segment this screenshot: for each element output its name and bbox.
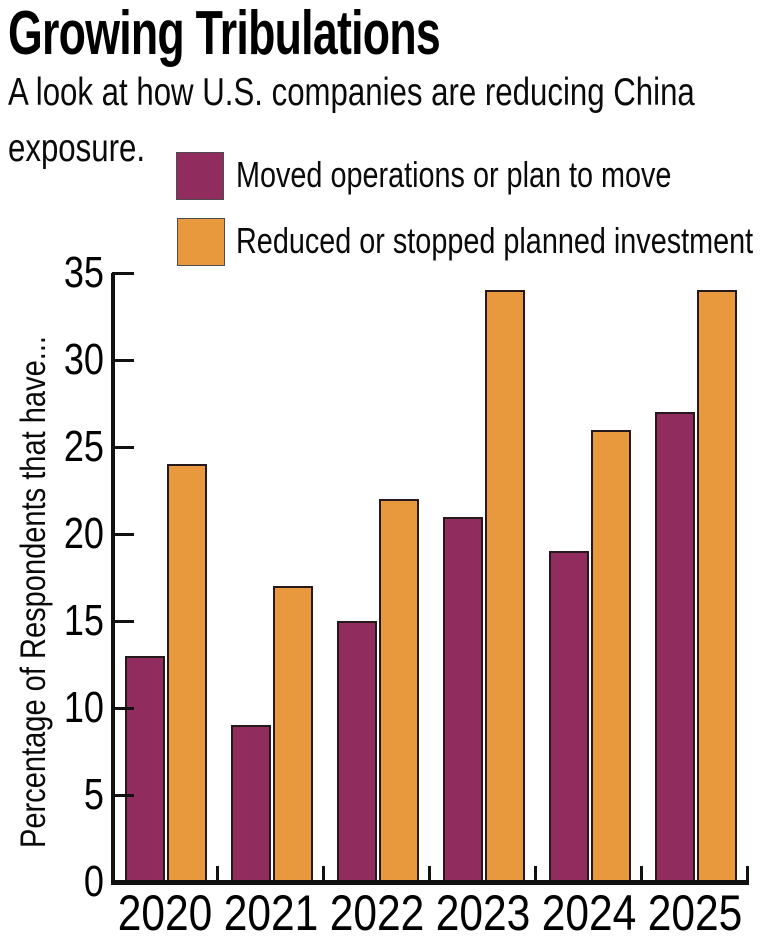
y-tick-30 [112,359,134,362]
y-tick-label-15: 15 [63,596,104,645]
x-tick-2 [322,866,325,882]
y-tick-label-30: 30 [63,335,104,384]
legend-swatch-reduced-investment [177,218,225,266]
y-tick-label-0: 0 [83,857,104,906]
y-tick-5 [112,794,134,797]
bar-2022-moved [337,621,377,882]
x-tick-label-2023: 2023 [435,885,531,941]
y-tick-15 [112,620,134,623]
bar-2025-reduced [697,290,737,882]
y-axis-line [111,273,115,885]
x-tick-label-2020: 2020 [117,885,213,941]
chart-title: Growing Tribulations [8,0,441,68]
bar-2022-reduced [379,499,419,882]
bar-2024-moved [549,551,589,882]
bar-2021-moved [231,725,271,882]
x-tick-label-2025: 2025 [647,885,743,941]
chart-subtitle-line-2: exposure. [8,127,146,170]
bar-2024-reduced [591,430,631,882]
y-tick-35 [112,272,134,275]
x-tick-6 [746,866,749,882]
x-tick-3 [428,866,431,882]
y-tick-label-10: 10 [63,683,104,732]
bar-2020-reduced [167,464,207,882]
bar-2020-moved [125,656,165,882]
x-tick-label-2021: 2021 [223,885,319,941]
y-tick-label-25: 25 [63,422,104,471]
y-tick-25 [112,446,134,449]
legend-label-moved-operations: Moved operations or plan to move [236,154,672,195]
x-tick-4 [534,866,537,882]
y-tick-label-35: 35 [63,248,104,297]
y-tick-label-20: 20 [63,509,104,558]
x-axis-line [111,880,749,885]
legend-swatch-moved-operations [176,152,224,200]
bar-2025-moved [655,412,695,882]
x-tick-label-2024: 2024 [541,885,637,941]
y-tick-10 [112,707,134,710]
bar-2023-reduced [485,290,525,882]
x-tick-1 [216,866,219,882]
bar-2023-moved [443,517,483,882]
x-tick-label-2022: 2022 [329,885,425,941]
y-tick-label-5: 5 [83,770,104,819]
bar-2021-reduced [273,586,313,882]
y-axis-title: Percentage of Respondents that have... [14,336,53,848]
legend-label-reduced-investment: Reduced or stopped planned investment [236,220,754,261]
y-tick-20 [112,533,134,536]
x-tick-5 [640,866,643,882]
chart-subtitle-line-1: A look at how U.S. companies are reducin… [8,71,695,114]
plot-area [112,272,749,882]
